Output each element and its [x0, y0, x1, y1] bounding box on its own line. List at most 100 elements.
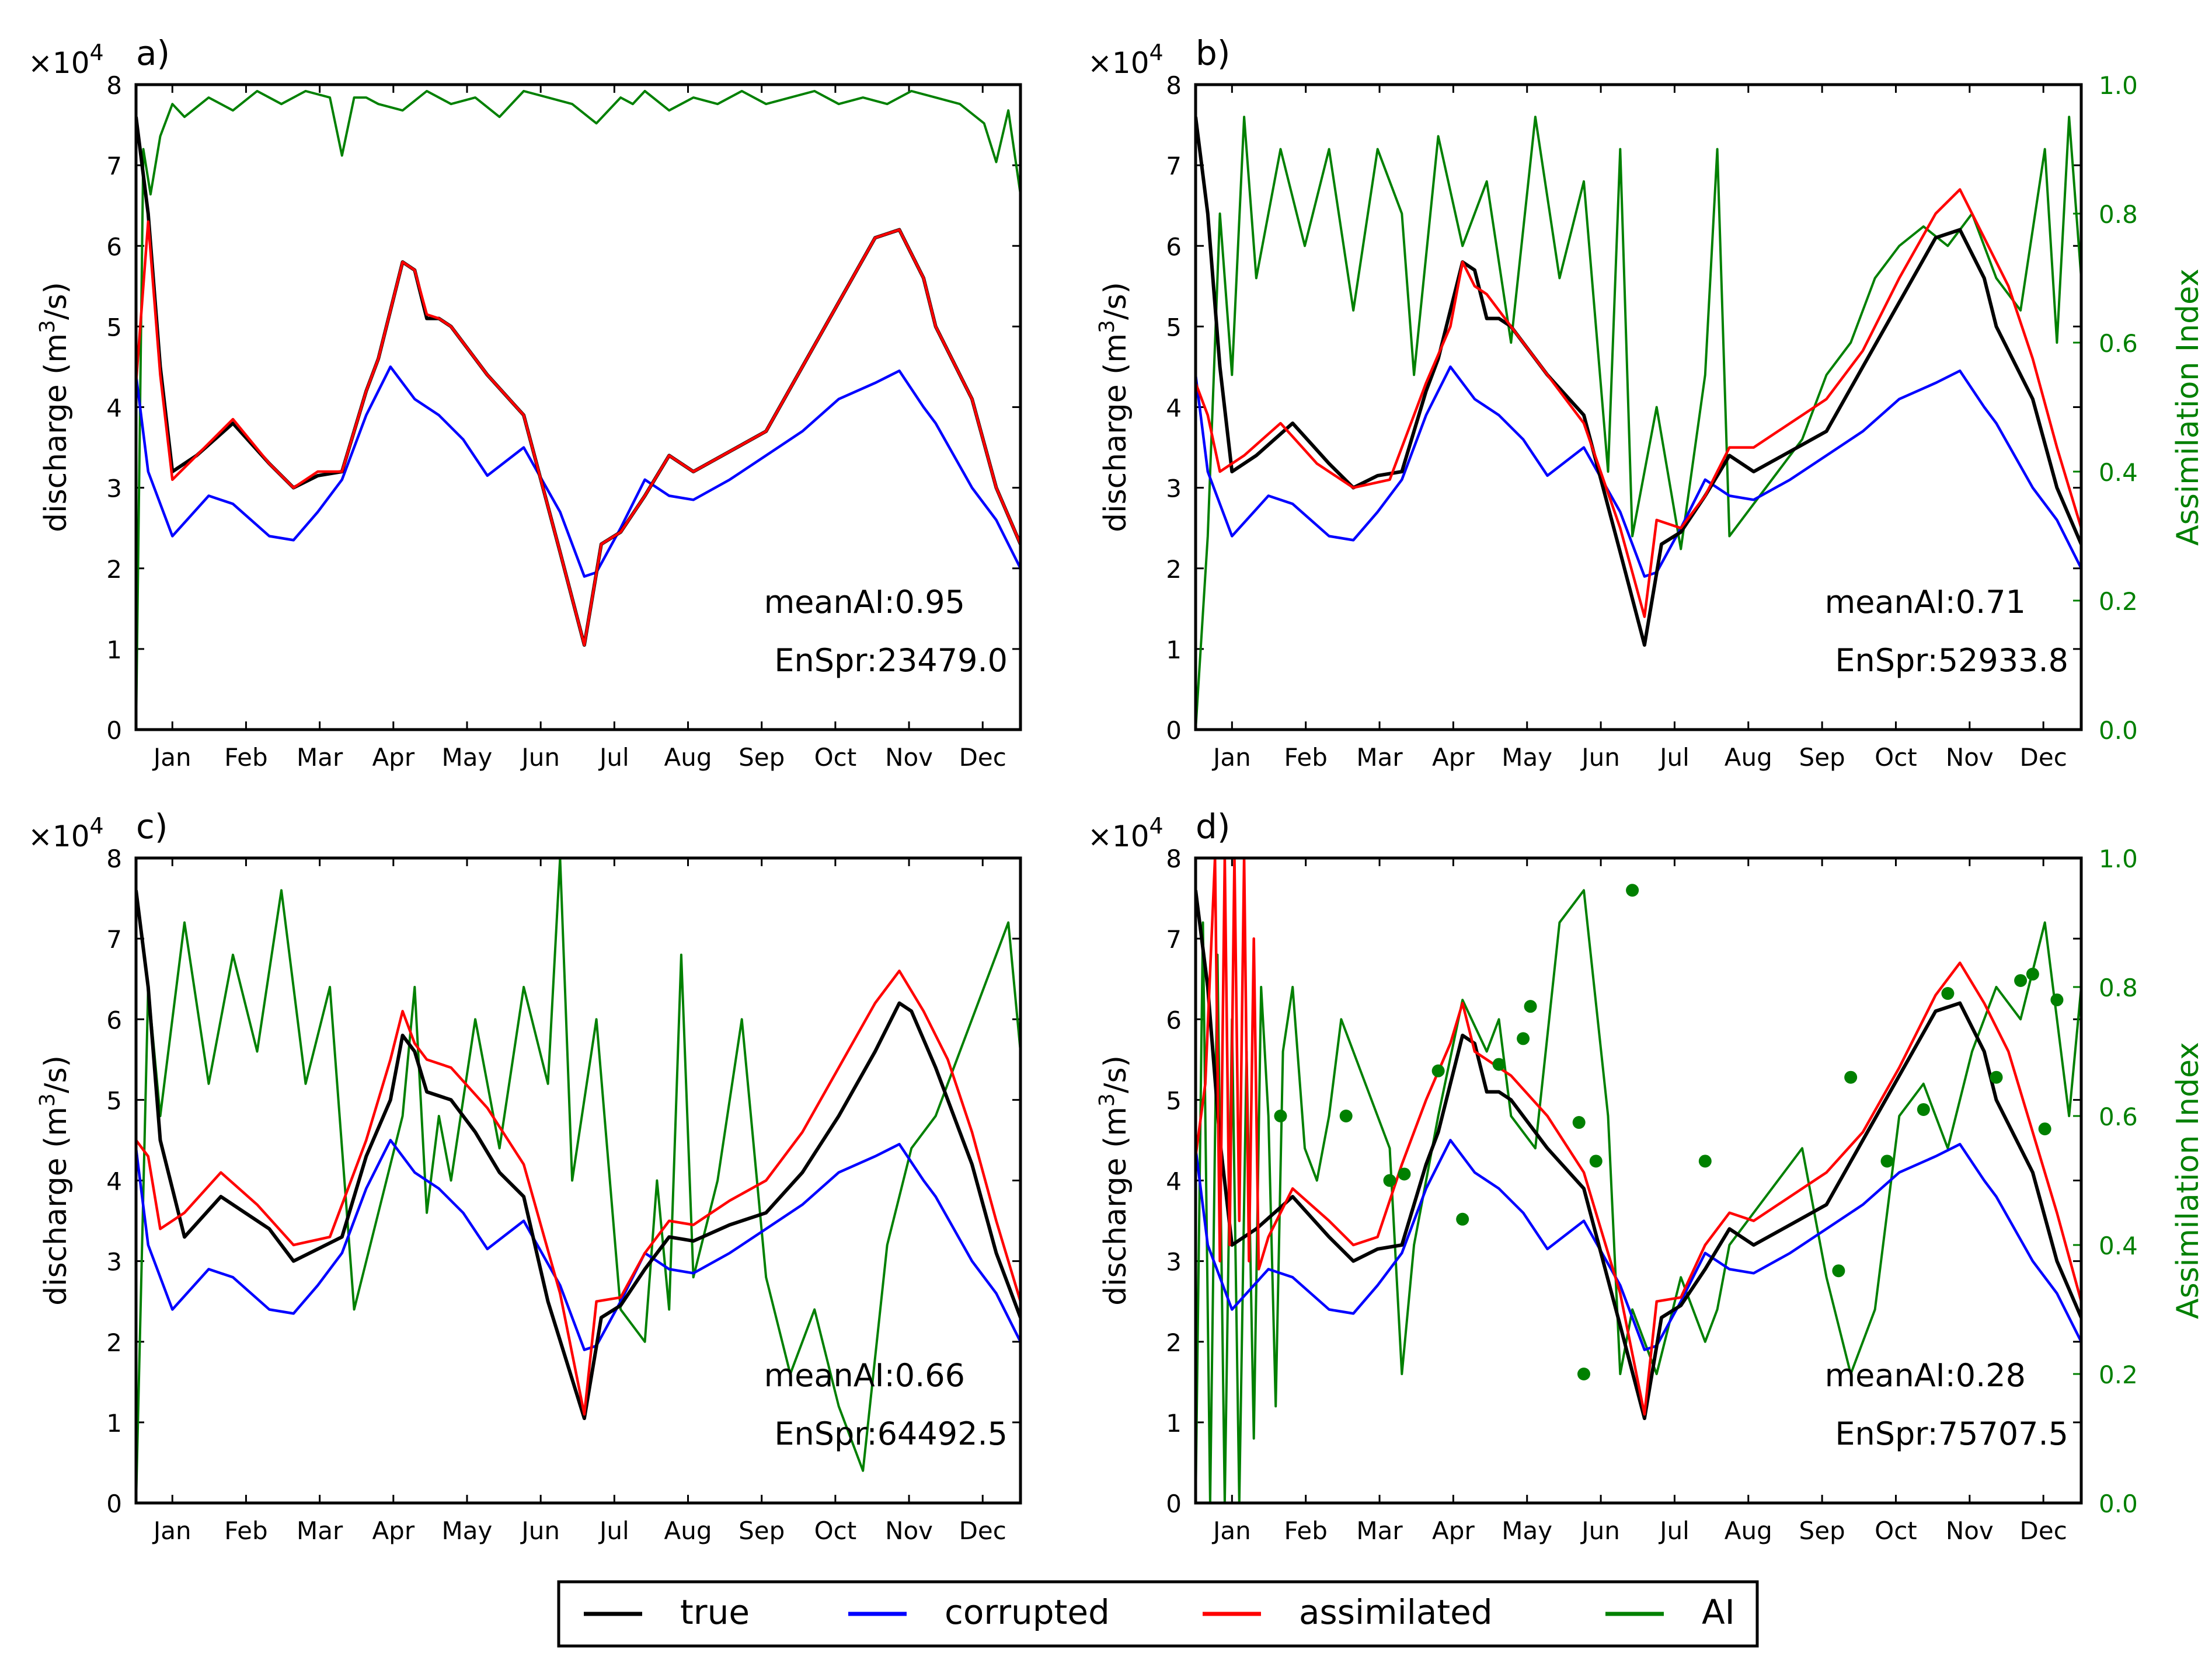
x-tick-label: Aug: [664, 743, 712, 772]
x-tick-label: Feb: [224, 743, 267, 772]
x-tick-label: Oct: [1875, 1516, 1917, 1545]
plot-frame: [134, 856, 1022, 1505]
series-line-assimilated: [136, 969, 1020, 1416]
ai-marker-point: [1589, 1155, 1603, 1168]
x-tick-label: Dec: [959, 1516, 1006, 1545]
y-axis-label: discharge (m3/s): [36, 1055, 74, 1306]
chart-panel-b: 0 1 2 3 4 5 6 7 8 Jan Feb Mar Apr May Jun Jul Aug Sep Oct N…: [1088, 33, 2206, 772]
y-tick-label: 6: [106, 232, 122, 261]
ai-marker-point: [1941, 987, 1955, 1000]
y-multiplier: ×104: [28, 813, 104, 853]
y2-tick-label: 0.4: [2099, 458, 2138, 487]
y-axis-label: discharge (m3/s): [36, 282, 74, 532]
plot-area: [136, 858, 1020, 1503]
y-tick-label: 2: [1166, 555, 1182, 584]
series-line-assimilated: [1196, 858, 2081, 1416]
series-line-true: [136, 890, 1020, 1420]
y-multiplier: ×104: [1088, 813, 1164, 853]
x-tick-label: Sep: [739, 1516, 785, 1545]
legend-label-assimilated: assimilated: [1299, 1592, 1493, 1632]
y-axis-label-sup: 3: [36, 320, 60, 333]
y2-tick-label: 0.0: [2099, 1490, 2138, 1518]
plot-frame: [134, 83, 1022, 731]
y-multiplier-base: ×10: [1088, 46, 1149, 80]
series-line-AI: [1196, 889, 2081, 1503]
y2-tick-label: 1.0: [2099, 845, 2138, 873]
ai-marker-point: [1492, 1058, 1506, 1071]
x-tick-label: May: [1502, 743, 1552, 772]
mean-ai-annotation: meanAI:0.95: [764, 584, 965, 620]
x-tick-label: Sep: [1799, 743, 1845, 772]
y-axis-label-end: /s): [39, 1055, 74, 1093]
y-multiplier-exp: 4: [1149, 40, 1164, 65]
y-axis-label-main: discharge (m: [39, 1107, 74, 1306]
x-tick-label: Jan: [1211, 1516, 1251, 1545]
y-tick-label: 8: [1166, 845, 1182, 873]
y-axis-label-sup: 3: [1095, 1093, 1119, 1107]
legend-label-true: true: [680, 1592, 750, 1632]
ai-marker-point: [2026, 967, 2039, 981]
panel-label: c): [136, 807, 168, 846]
series-line-AI: [136, 90, 1020, 730]
series-line-true: [1196, 890, 2081, 1420]
x-tick-label: Dec: [959, 743, 1006, 772]
y-multiplier-base: ×10: [1088, 819, 1149, 853]
y-tick-label: 1: [106, 1409, 122, 1438]
x-tick-label: Sep: [739, 743, 785, 772]
y-axis-label-main: discharge (m: [1098, 1107, 1133, 1306]
panel-label: d): [1196, 807, 1230, 846]
series-line-AI: [136, 858, 1020, 1503]
ai-marker-point: [1431, 1064, 1445, 1077]
series-line-corrupted: [136, 365, 1020, 578]
y-tick-label: 6: [1166, 232, 1182, 261]
y-tick-label: 5: [1166, 1086, 1182, 1115]
x-tick-label: Mar: [1356, 1516, 1403, 1545]
y-axis-label-sup: 3: [1095, 320, 1119, 333]
y-multiplier-exp: 4: [1149, 813, 1164, 839]
y-tick-label: 6: [1166, 1006, 1182, 1034]
y-tick-label: 7: [106, 925, 122, 954]
x-tick-label: Dec: [2020, 743, 2067, 772]
y-axis-label: discharge (m3/s): [1095, 1055, 1133, 1306]
series-line-AI: [1196, 116, 2081, 730]
y-multiplier: ×104: [28, 40, 104, 80]
x-tick-label: Jul: [1658, 1516, 1690, 1545]
x-tick-label: Nov: [1946, 743, 1994, 772]
y-tick-label: 8: [106, 845, 122, 873]
y2-tick-label: 0.0: [2099, 716, 2138, 745]
x-tick-label: Apr: [372, 1516, 414, 1545]
y-tick-label: 1: [1166, 1409, 1182, 1438]
y2-tick-label: 1.0: [2099, 71, 2138, 100]
y2-tick-label: 0.4: [2099, 1232, 2138, 1260]
x-tick-label: Jan: [152, 743, 191, 772]
y-tick-label: 7: [106, 152, 122, 180]
x-tick-label: Mar: [1356, 743, 1403, 772]
x-tick-label: Sep: [1799, 1516, 1845, 1545]
y-tick-label: 7: [1166, 152, 1182, 180]
panel-label: a): [136, 33, 170, 73]
ai-marker-point: [1626, 884, 1639, 897]
enspr-annotation: EnSpr:64492.5: [774, 1415, 1008, 1452]
y2-axis-label: Assimilation Index: [2171, 1042, 2206, 1319]
y-tick-label: 2: [1166, 1328, 1182, 1357]
ai-marker-point: [1572, 1116, 1586, 1129]
ai-marker-point: [2050, 993, 2064, 1007]
chart-panel-a: 0 1 2 3 4 5 6 7 8 Jan Feb Mar Apr May Jun Jul Aug Sep Oct N…: [28, 33, 1022, 772]
mean-ai-annotation: meanAI:0.71: [1825, 584, 2026, 620]
y-tick-label: 3: [1166, 475, 1182, 503]
x-tick-label: Jul: [598, 1516, 629, 1545]
enspr-annotation: EnSpr:23479.0: [774, 642, 1008, 679]
x-tick-label: Dec: [2020, 1516, 2067, 1545]
x-tick-label: Oct: [814, 743, 857, 772]
y-tick-label: 1: [106, 636, 122, 664]
y-tick-label: 5: [106, 313, 122, 341]
legend-label-AI: AI: [1702, 1592, 1735, 1632]
y-tick-label: 2: [106, 1328, 122, 1357]
enspr-annotation: EnSpr:75707.5: [1835, 1415, 2068, 1452]
y-axis-label-main: discharge (m: [39, 333, 74, 532]
y-tick-label: 8: [106, 71, 122, 100]
y-tick-label: 0: [106, 716, 122, 745]
y-axis-label-sup: 3: [36, 1093, 60, 1107]
